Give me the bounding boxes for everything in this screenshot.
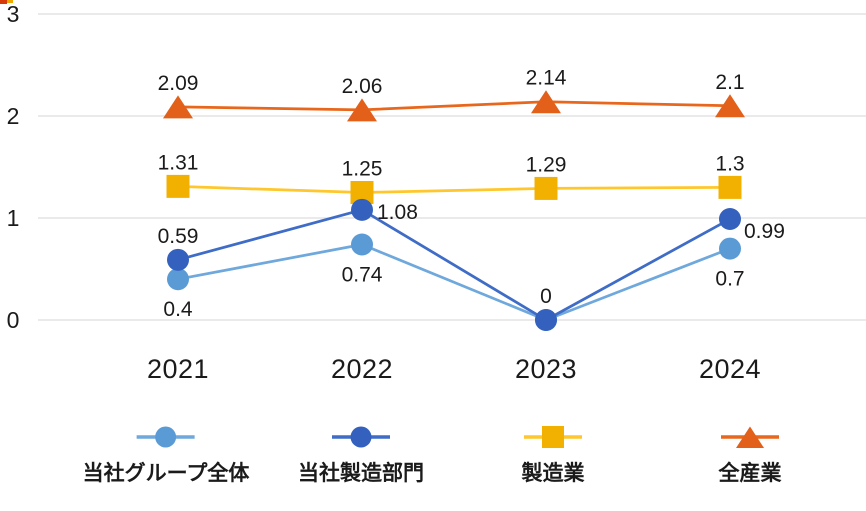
legend-marker-circle-icon: [137, 426, 195, 448]
series-line-0: [176, 243, 732, 322]
series-line-1: [176, 208, 732, 322]
data-label: 0.99: [744, 220, 785, 243]
legend-marker-triangle-icon: [721, 426, 779, 448]
data-marker-triangle: [715, 94, 745, 118]
x-axis-label: 2024: [699, 354, 761, 384]
data-label: 1.08: [377, 201, 418, 224]
legend-label: 当社製造部門: [298, 462, 424, 485]
data-label: 1.25: [342, 158, 383, 181]
data-label: 0: [540, 285, 552, 308]
x-axis-label: 2022: [331, 354, 393, 384]
y-axis-tick-label: 2: [7, 103, 20, 129]
data-label: 1.29: [526, 153, 567, 176]
legend-marker-shape: [350, 426, 372, 448]
data-marker-square: [350, 181, 374, 204]
legend-item-2: 製造業: [521, 424, 585, 487]
chart-legend: 当社グループ全体 当社製造部門 製造業 全産業: [0, 0, 866, 485]
y-axis-tick-label: 1: [7, 205, 20, 231]
legend-item-1: 当社製造部門: [298, 424, 424, 487]
legend-label: 製造業: [521, 462, 585, 485]
data-marker-circle: [535, 309, 557, 331]
legend-item-0: 当社グループ全体: [82, 424, 250, 487]
data-marker-square: [166, 174, 190, 198]
data-marker-circle: [351, 198, 373, 221]
series-line-3: [176, 100, 732, 112]
x-axis-label: 2023: [515, 354, 577, 384]
x-axis-label: 2021: [147, 354, 209, 384]
data-marker-square: [534, 176, 558, 200]
data-label: 0.7: [715, 268, 744, 291]
data-label: 2.1: [715, 71, 744, 94]
y-axis-tick-label: 0: [7, 307, 20, 333]
data-label: 1.3: [715, 152, 744, 175]
data-marker-triangle: [531, 90, 561, 114]
legend-label: 当社グループ全体: [82, 462, 250, 485]
series-line-2: [176, 185, 732, 194]
data-label: 0.59: [158, 225, 199, 248]
data-label: 2.06: [342, 75, 383, 98]
legend-marker-shape: [736, 426, 764, 448]
data-marker-circle: [167, 268, 189, 291]
line-chart-plot-area: 0 1 2 3 0.4 0.74 0.7 0.59 1.08 0 0.99 1.31 1.25 1.29 1…: [7, 1, 866, 384]
data-label: 2.14: [526, 67, 567, 90]
data-marker-circle: [719, 208, 741, 231]
data-marker-circle: [167, 248, 189, 271]
data-marker-circle: [351, 233, 373, 256]
corner-fragment-red: [0, 0, 7, 4]
data-marker-triangle: [163, 95, 193, 119]
corner-fragment-yellow: [7, 0, 13, 3]
y-axis-tick-label: 3: [7, 1, 20, 27]
legend-marker-shape: [542, 426, 564, 448]
data-label: 1.31: [158, 151, 199, 174]
data-marker-square: [718, 175, 742, 199]
legend-marker-circle-icon: [332, 426, 390, 448]
data-marker-triangle: [347, 98, 377, 122]
legend-marker-shape: [155, 426, 177, 448]
legend-marker-square-icon: [524, 426, 582, 448]
data-label: 2.09: [158, 72, 199, 95]
legend-item-3: 全産業: [718, 424, 782, 487]
data-label: 0.4: [163, 298, 193, 321]
data-marker-circle: [719, 237, 741, 260]
legend-label: 全産業: [718, 462, 782, 485]
data-label: 0.74: [342, 264, 383, 287]
